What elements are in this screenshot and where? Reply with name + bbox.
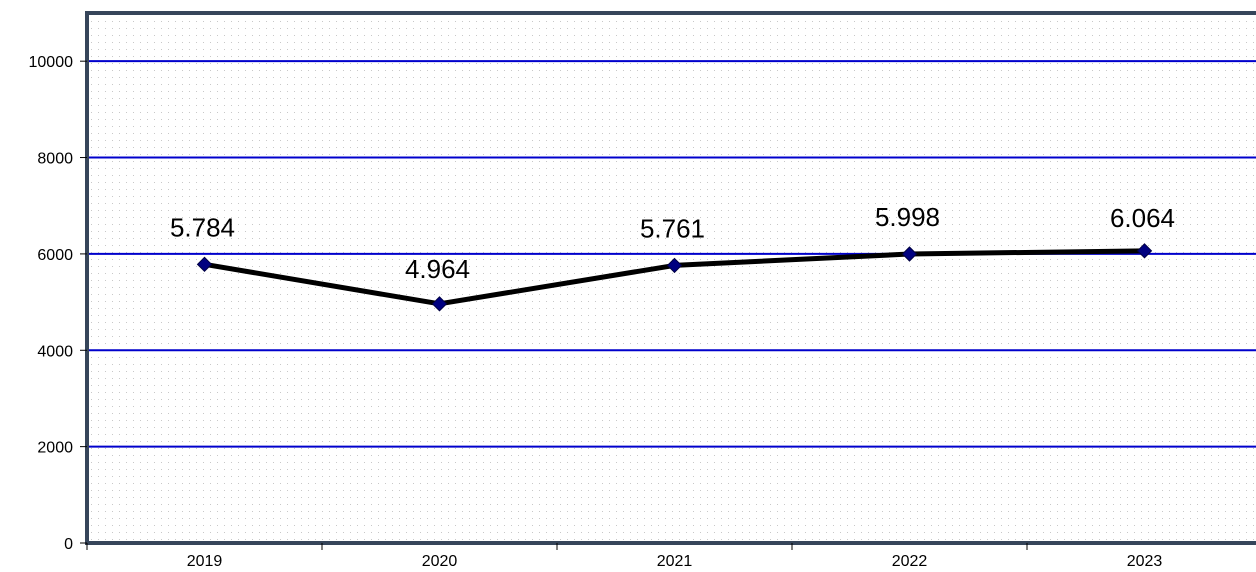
x-tick-label: 2023 bbox=[1127, 553, 1163, 570]
y-tick-label: 4000 bbox=[37, 343, 73, 360]
data-point-marker bbox=[1136, 243, 1153, 259]
x-tick-label: 2019 bbox=[187, 553, 223, 570]
y-tick-label: 2000 bbox=[37, 440, 73, 457]
data-label: 4.964 bbox=[405, 254, 470, 284]
data-label: 5.784 bbox=[170, 212, 235, 242]
y-tick-label: 6000 bbox=[37, 247, 73, 264]
data-labels: 5.784 4.964 5.761 5.998 6.064 bbox=[170, 202, 1175, 284]
x-tick-label: 2021 bbox=[657, 553, 693, 570]
data-point-marker bbox=[196, 256, 213, 273]
x-tick-label: 2022 bbox=[892, 553, 928, 570]
data-label: 5.998 bbox=[875, 202, 940, 232]
x-tick-label: 2020 bbox=[422, 553, 458, 570]
data-point-marker bbox=[431, 296, 448, 312]
y-tick-label: 10000 bbox=[29, 54, 74, 71]
x-axis-ticks: 2019 2020 2021 2022 2023 bbox=[86, 543, 1163, 570]
y-tick-label: 0 bbox=[64, 536, 73, 553]
axes bbox=[85, 11, 1256, 545]
data-label: 5.761 bbox=[640, 213, 705, 243]
y-tick-label: 8000 bbox=[37, 151, 73, 168]
data-point-marker bbox=[666, 257, 683, 274]
data-point-marker bbox=[901, 246, 918, 262]
y-axis-ticks: 0 2000 4000 6000 8000 10000 bbox=[29, 54, 87, 553]
plot-dot-pattern bbox=[87, 13, 1256, 543]
data-markers bbox=[196, 243, 1153, 312]
plot-area bbox=[87, 13, 1256, 543]
data-label: 6.064 bbox=[1110, 203, 1175, 233]
